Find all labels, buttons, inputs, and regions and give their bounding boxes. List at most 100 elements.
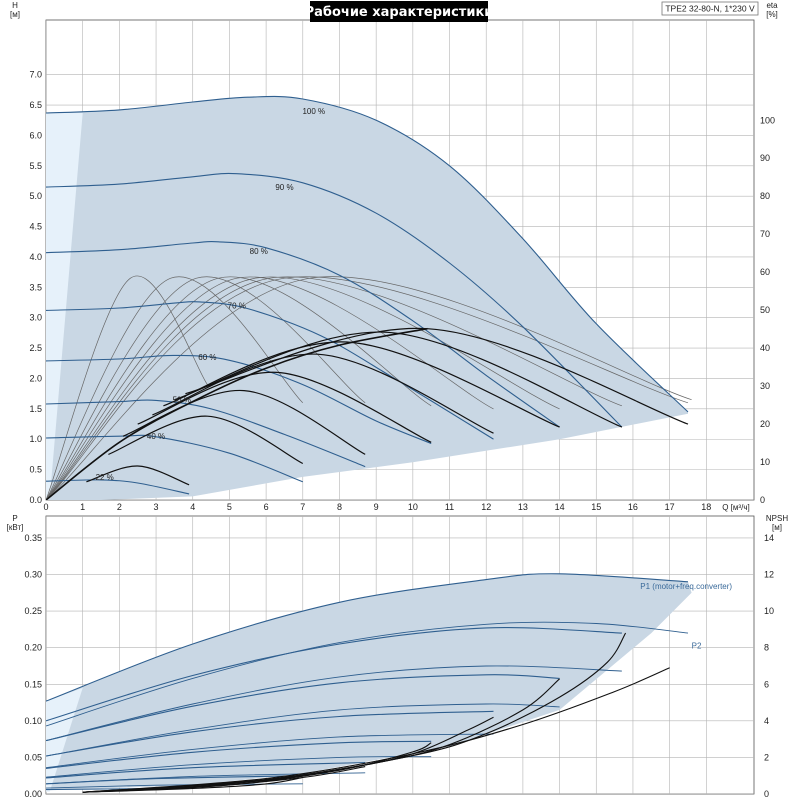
top-y-tick-label: 7.0: [29, 70, 42, 80]
speed-curve: [46, 434, 304, 483]
bottom-y2-tick-label: 10: [764, 606, 774, 616]
p1-power-curve: [46, 775, 303, 785]
p1-power-curve: [46, 740, 432, 769]
top-y2-tick-label: 50: [760, 305, 770, 315]
bottom-y-tick-label: 0.35: [24, 533, 42, 543]
efficiency-dark-curve: [86, 465, 190, 486]
best-efficiency-line: [46, 327, 428, 500]
efficiency-dark-curve: [174, 331, 623, 428]
bottom-y2-axis-label: NPSH: [766, 514, 788, 523]
top-y2-tick-label: 80: [760, 191, 770, 201]
top-y-tick-label: 4.5: [29, 222, 42, 232]
top-x-tick-label: 0: [43, 502, 48, 512]
efficiency-curve: [46, 276, 692, 500]
bottom-y-tick-label: 0.25: [24, 606, 42, 616]
speed-label: 100 %: [302, 107, 325, 116]
bottom-y-axis-label: P: [12, 514, 17, 523]
speed-curve: [46, 172, 623, 428]
top-y-tick-label: 2.0: [29, 373, 42, 383]
top-y2-tick-label: 0: [760, 495, 765, 505]
bottom-y2-tick-label: 6: [764, 679, 769, 689]
top-x-tick-label: 9: [374, 502, 379, 512]
top-x-tick-label: 6: [264, 502, 269, 512]
top-x-tick-label: 4: [190, 502, 195, 512]
top-x-tick-label: 13: [518, 502, 528, 512]
p1-series-label: P1 (motor+freq.converter): [640, 582, 732, 591]
top-x-tick-label: 17: [665, 502, 675, 512]
efficiency-dark-curve: [122, 389, 366, 455]
bottom-y-axis-label: [кВт]: [7, 523, 24, 532]
top-y2-axis-label: [%]: [766, 10, 778, 19]
bottom-operating-area-light: [46, 687, 83, 792]
top-y-tick-label: 3.0: [29, 313, 42, 323]
p1-power-curve: [46, 761, 366, 779]
top-y-tick-label: 3.5: [29, 282, 42, 292]
chart-title: Рабочие характеристики: [305, 5, 494, 20]
speed-label: 40 %: [147, 432, 165, 441]
p1-power-curve: [46, 627, 622, 722]
top-y2-tick-label: 40: [760, 343, 770, 353]
top-y2-tick-label: 100: [760, 115, 775, 125]
top-y2-tick-label: 70: [760, 229, 770, 239]
top-y2-axis-label: eta: [766, 1, 778, 10]
top-y-tick-label: 1.0: [29, 434, 42, 444]
bottom-y-tick-label: 0.00: [24, 789, 42, 799]
top-x-tick-label: 10: [408, 502, 418, 512]
efficiency-dark-curve: [137, 371, 432, 443]
bottom-y-tick-label: 0.20: [24, 643, 42, 653]
bottom-y2-tick-label: 14: [764, 533, 774, 543]
bottom-y-tick-label: 0.15: [24, 679, 42, 689]
top-x-tick-label: 18: [701, 502, 711, 512]
speed-label: 22 %: [96, 473, 114, 482]
p2-series-label: P2: [692, 641, 702, 650]
top-y-tick-label: 0.5: [29, 465, 42, 475]
top-y-tick-label: 6.0: [29, 130, 42, 140]
p2-power-curve: [46, 783, 303, 789]
bottom-y2-tick-label: 4: [764, 716, 769, 726]
chart-title-box: [310, 1, 488, 22]
speed-label: 80 %: [250, 247, 268, 256]
efficiency-dark-curve: [163, 341, 560, 428]
p2-power-curve: [46, 733, 494, 769]
top-x-tick-label: 16: [628, 502, 638, 512]
top-y-tick-label: 6.5: [29, 100, 42, 110]
top-y-tick-label: 1.5: [29, 404, 42, 414]
npsh-curve: [82, 632, 627, 793]
top-x-tick-label: 11: [445, 502, 454, 512]
model-label-box: [661, 1, 759, 16]
p1-power-curve: [46, 573, 689, 702]
top-x-tick-label: 7: [300, 502, 305, 512]
speed-label: 70 %: [228, 302, 246, 311]
bottom-y2-tick-label: 8: [764, 643, 769, 653]
bottom-plot-area: [46, 516, 754, 794]
top-y2-tick-label: 60: [760, 267, 770, 277]
p2-power-curve: [46, 703, 560, 757]
bottom-y-tick-label: 0.30: [24, 570, 42, 580]
speed-label: 50 %: [173, 396, 191, 405]
efficiency-curve: [46, 276, 623, 500]
top-y-tick-label: 5.5: [29, 161, 42, 171]
efficiency-dark-curve: [152, 353, 494, 434]
efficiency-curve: [46, 276, 689, 500]
efficiency-curve: [46, 276, 366, 500]
top-y-tick-label: 0.0: [29, 495, 42, 505]
p2-power-curve: [46, 756, 432, 778]
bottom-y-tick-label: 0.05: [24, 752, 42, 762]
efficiency-curve: [46, 276, 560, 500]
p2-power-curve: [46, 665, 622, 742]
top-x-axis-label: Q [м³/ч]: [722, 503, 749, 512]
top-plot-area: 100 % 90 % 80 % 70 % 60 % 50 % 40 % 22 %: [46, 20, 754, 500]
top-x-tick-label: 8: [337, 502, 342, 512]
model-label: TPE2 32-80-N, 1*230 V: [665, 4, 755, 14]
top-y2-tick-label: 10: [760, 457, 770, 467]
bottom-y2-axis-label: [м]: [772, 523, 782, 532]
bottom-y2-tick-label: 0: [764, 789, 769, 799]
bottom-y-tick-label: 0.10: [24, 716, 42, 726]
top-x-tick-label: 3: [154, 502, 159, 512]
bottom-y2-tick-label: 12: [764, 570, 774, 580]
axes-labels: 0 1 2 3 4 5 6 7 8 9 10 11 12 13 14 15 16 17 180.00.51.01.5…: [7, 1, 789, 799]
top-y-axis-label: [м]: [10, 10, 20, 19]
top-x-tick-label: 15: [591, 502, 601, 512]
top-y-tick-label: 2.5: [29, 343, 42, 353]
